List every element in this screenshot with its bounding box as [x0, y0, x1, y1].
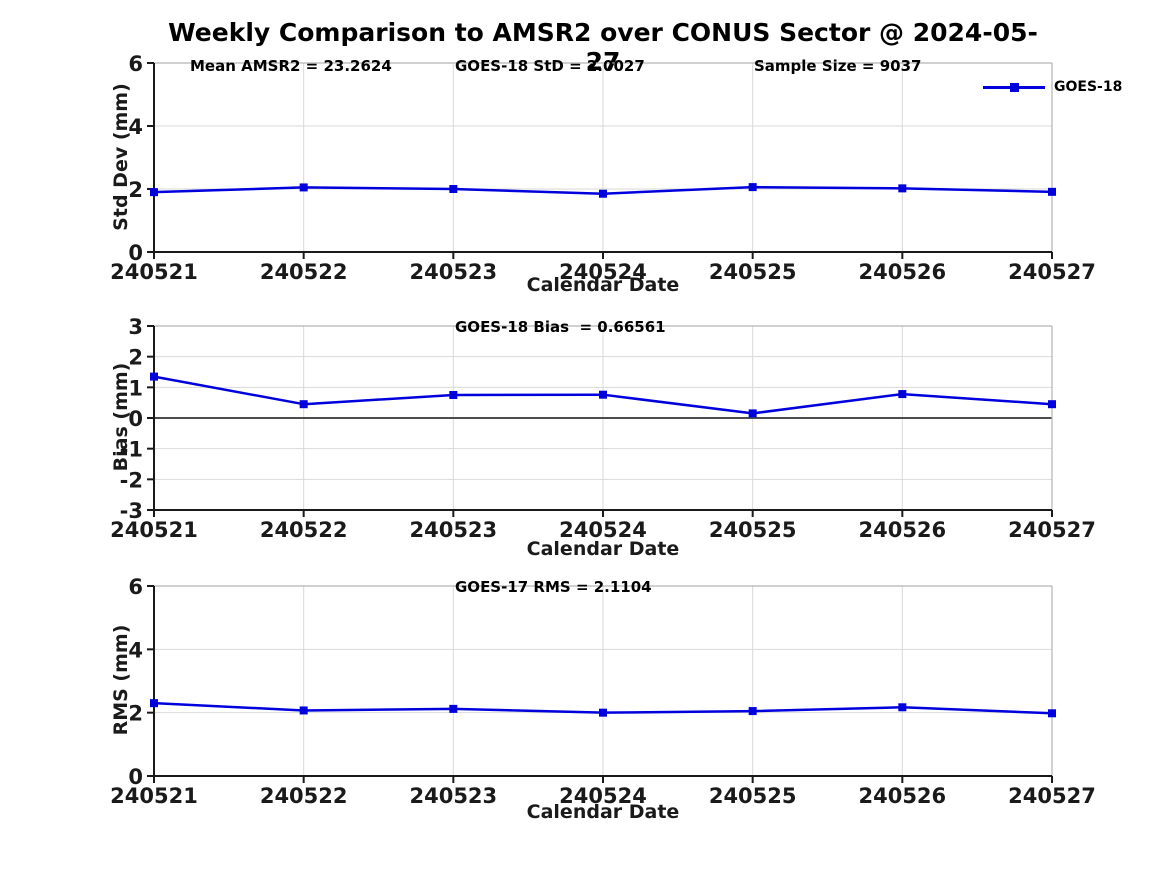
data-point-marker: [299, 400, 308, 409]
annotation-sample-size: Sample Size = 9037: [754, 57, 922, 75]
x-tick-label: 240527: [1008, 518, 1096, 542]
annotation-mean-amsr2: Mean AMSR2 = 23.2624: [190, 57, 392, 75]
data-point-marker: [748, 707, 757, 716]
y-tick-label: 1: [128, 376, 143, 400]
data-point-marker: [748, 183, 757, 192]
data-point-marker: [449, 185, 458, 193]
legend: GOES-18: [983, 79, 1122, 95]
data-point-marker: [150, 699, 158, 708]
x-tick-label: 240527: [1008, 260, 1096, 284]
data-point-marker: [898, 703, 907, 712]
x-tick-label: 240523: [409, 784, 497, 808]
data-point-marker: [150, 188, 158, 197]
legend-line-sample: [983, 83, 1045, 92]
data-point-marker: [898, 390, 907, 399]
annotation-goes18-std: GOES-18 StD = 2.0027: [455, 57, 645, 75]
data-point-marker: [299, 706, 308, 715]
data-point-marker: [898, 184, 907, 193]
x-tick-label: 240526: [858, 784, 946, 808]
ylabel-std-dev: Std Dev (mm): [110, 83, 132, 231]
x-tick-label: 240525: [709, 518, 797, 542]
x-tick-label: 240522: [260, 518, 348, 542]
annotation-goes17-rms: GOES-17 RMS = 2.1104: [455, 578, 652, 596]
annotation-goes18-bias: GOES-18 Bias = 0.66561: [455, 318, 666, 336]
ylabel-bias: Bias (mm): [110, 362, 132, 472]
data-point-marker: [1048, 400, 1056, 409]
legend-label: GOES-18: [1054, 79, 1123, 95]
x-tick-label: 240521: [110, 260, 198, 284]
x-tick-label: 240521: [110, 518, 198, 542]
x-tick-label: 240523: [409, 518, 497, 542]
y-tick-label: -3: [120, 499, 143, 523]
x-tick-label: 240524: [559, 784, 647, 808]
y-tick-label: 6: [128, 575, 143, 599]
data-point-marker: [599, 390, 607, 399]
x-tick-label: 240525: [709, 260, 797, 284]
data-point-marker: [748, 409, 757, 418]
x-tick-label: 240522: [260, 260, 348, 284]
chart-title: Weekly Comparison to AMSR2 over CONUS Se…: [168, 18, 1038, 76]
y-tick-label: 2: [128, 178, 143, 202]
y-tick-label: 4: [128, 638, 143, 662]
x-tick-label: 240526: [858, 260, 946, 284]
xlabel-bias: Calendar Date: [526, 538, 680, 560]
x-tick-label: 240526: [858, 518, 946, 542]
xlabel-rms: Calendar Date: [526, 801, 680, 823]
data-point-marker: [299, 183, 308, 192]
data-point-marker: [449, 704, 458, 713]
xlabel-std-dev: Calendar Date: [526, 274, 680, 296]
y-tick-label: 6: [128, 52, 143, 76]
x-tick-label: 240523: [409, 260, 497, 284]
data-point-marker: [1048, 709, 1056, 718]
data-point-marker: [1048, 187, 1056, 196]
y-tick-label: 2: [128, 346, 143, 370]
x-tick-label: 240527: [1008, 784, 1096, 808]
x-tick-label: 240522: [260, 784, 348, 808]
x-tick-label: 240524: [559, 260, 647, 284]
y-tick-label: 0: [128, 407, 143, 431]
legend-square-marker-icon: [1010, 83, 1019, 92]
y-tick-label: 4: [128, 115, 143, 139]
y-tick-label: -2: [120, 468, 143, 492]
y-tick-label: 2: [128, 702, 143, 726]
x-tick-label: 240521: [110, 784, 198, 808]
y-tick-label: 3: [128, 315, 143, 339]
ylabel-rms: RMS (mm): [110, 624, 132, 736]
data-point-marker: [599, 708, 607, 717]
data-point-marker: [599, 189, 607, 198]
x-tick-label: 240524: [559, 518, 647, 542]
y-tick-label: -1: [120, 438, 143, 462]
x-tick-label: 240525: [709, 784, 797, 808]
data-point-marker: [150, 372, 158, 381]
y-tick-label: 0: [128, 241, 143, 265]
data-point-marker: [449, 391, 458, 399]
y-tick-label: 0: [128, 765, 143, 789]
